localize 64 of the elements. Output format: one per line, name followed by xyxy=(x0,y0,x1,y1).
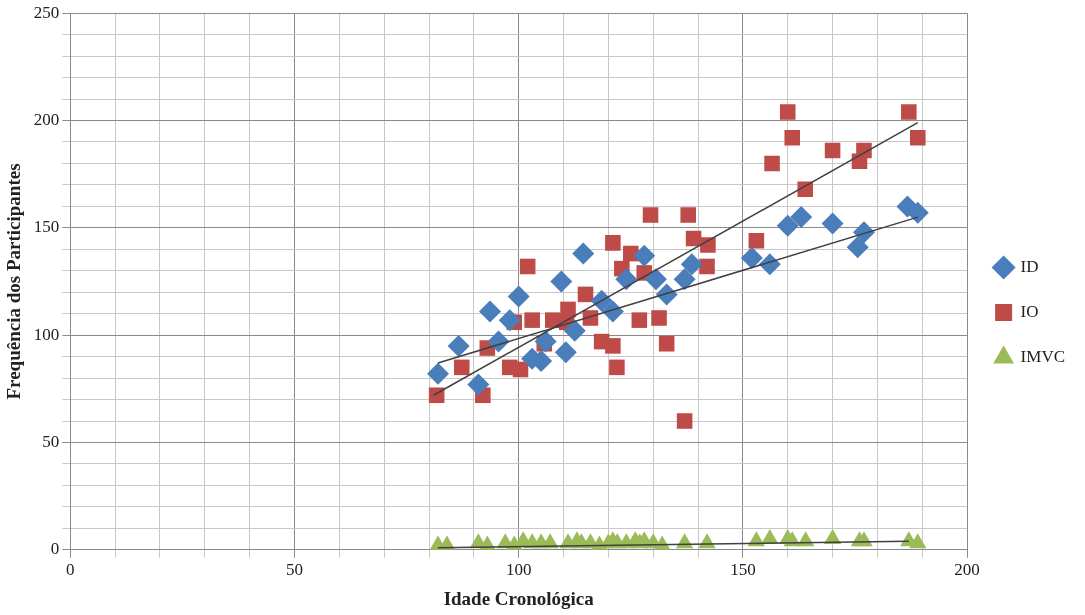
y-axis-title: Frequência dos Participantes xyxy=(3,163,25,400)
point xyxy=(910,129,926,146)
point xyxy=(824,142,841,159)
point xyxy=(676,413,693,429)
point xyxy=(779,104,796,120)
point xyxy=(519,258,536,275)
point xyxy=(609,359,625,376)
point xyxy=(846,236,869,259)
point xyxy=(673,268,696,291)
point xyxy=(447,334,470,357)
point xyxy=(651,310,667,326)
point xyxy=(479,300,502,323)
point xyxy=(512,361,529,378)
x-axis-title: Idade Cronológica xyxy=(443,587,595,609)
point xyxy=(644,268,667,291)
legend-label: ID xyxy=(1020,256,1039,276)
legend-label: IMVC xyxy=(1020,346,1066,366)
point xyxy=(699,258,715,275)
y-tick-label: 150 xyxy=(33,217,60,237)
point xyxy=(550,270,573,293)
point xyxy=(680,253,703,276)
x-tick-label: 150 xyxy=(730,560,756,580)
point xyxy=(507,285,530,308)
point xyxy=(748,232,765,249)
point xyxy=(764,155,780,172)
point xyxy=(790,206,813,229)
point xyxy=(426,362,449,385)
point xyxy=(524,312,540,328)
point xyxy=(615,268,638,291)
point xyxy=(633,244,656,267)
x-tick-label: 50 xyxy=(286,560,303,580)
point xyxy=(901,104,917,120)
y-tick-label: 100 xyxy=(33,324,60,344)
point xyxy=(776,214,799,237)
point xyxy=(554,341,577,364)
point xyxy=(906,201,929,224)
point xyxy=(572,242,595,265)
y-tick-label: 200 xyxy=(33,109,60,129)
point xyxy=(631,312,648,328)
point xyxy=(467,373,490,396)
point xyxy=(428,387,445,404)
legend-label: IO xyxy=(1020,301,1039,321)
y-tick-label: 0 xyxy=(50,539,60,559)
point xyxy=(560,301,576,318)
x-tick-label: 200 xyxy=(954,560,980,580)
point xyxy=(605,235,621,251)
point xyxy=(498,309,521,332)
point xyxy=(605,338,621,354)
point xyxy=(577,286,594,303)
point xyxy=(590,289,613,312)
point xyxy=(784,129,801,146)
point xyxy=(680,207,696,223)
point xyxy=(534,330,557,353)
x-tick-label: 0 xyxy=(66,560,75,580)
point xyxy=(563,319,586,342)
point xyxy=(740,246,763,269)
point xyxy=(642,207,659,223)
point xyxy=(658,335,675,352)
y-tick-label: 250 xyxy=(33,2,60,22)
point xyxy=(821,212,844,235)
point xyxy=(453,359,470,376)
y-tick-label: 50 xyxy=(42,431,60,451)
x-tick-label: 100 xyxy=(505,560,532,580)
point xyxy=(909,533,927,549)
